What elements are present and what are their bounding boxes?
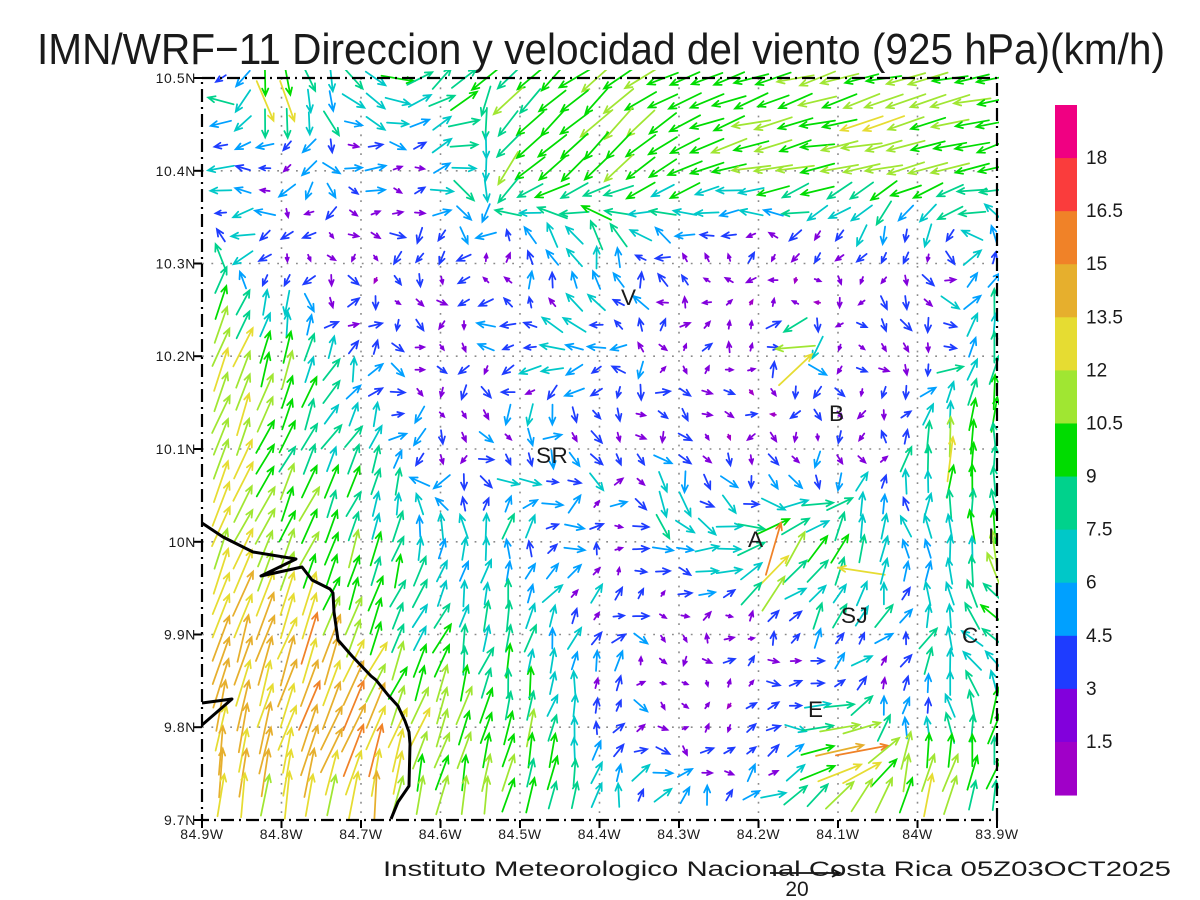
svg-text:10N: 10N <box>169 534 196 550</box>
svg-text:9.8N: 9.8N <box>164 719 196 735</box>
svg-text:18: 18 <box>1086 148 1107 169</box>
svg-text:SR: SR <box>536 443 568 468</box>
svg-text:16.5: 16.5 <box>1086 201 1123 222</box>
svg-text:84.5W: 84.5W <box>498 826 542 842</box>
svg-text:84.9W: 84.9W <box>180 826 224 842</box>
svg-text:9: 9 <box>1086 467 1097 488</box>
svg-text:V: V <box>621 285 637 310</box>
svg-text:84.2W: 84.2W <box>737 826 781 842</box>
svg-text:84.3W: 84.3W <box>657 826 701 842</box>
svg-text:I: I <box>988 524 995 549</box>
svg-text:84W: 84W <box>902 826 933 842</box>
svg-text:83.9W: 83.9W <box>975 826 1019 842</box>
svg-text:B: B <box>829 401 845 426</box>
svg-text:10.1N: 10.1N <box>156 441 196 457</box>
svg-text:13.5: 13.5 <box>1086 307 1123 328</box>
svg-text:10.5: 10.5 <box>1086 414 1123 435</box>
svg-text:3: 3 <box>1086 679 1097 700</box>
svg-text:10.4N: 10.4N <box>156 163 196 179</box>
svg-text:84.7W: 84.7W <box>339 826 383 842</box>
svg-text:4.5: 4.5 <box>1086 626 1112 647</box>
svg-text:1.5: 1.5 <box>1086 732 1112 753</box>
svg-text:A: A <box>748 527 764 552</box>
svg-text:84.1W: 84.1W <box>816 826 860 842</box>
svg-text:6: 6 <box>1086 573 1097 594</box>
svg-text:SJ: SJ <box>841 603 868 628</box>
svg-text:10.3N: 10.3N <box>156 256 196 272</box>
svg-text:10.5N: 10.5N <box>156 70 196 86</box>
svg-text:10.2N: 10.2N <box>156 348 196 364</box>
svg-text:12: 12 <box>1086 360 1107 381</box>
svg-text:IMN/WRF−11 Direccion y velocid: IMN/WRF−11 Direccion y velocidad del vie… <box>37 25 1165 74</box>
svg-text:Instituto Meteorologico Nacion: Instituto Meteorologico Nacional Costa R… <box>383 857 1171 881</box>
svg-text:9.7N: 9.7N <box>164 812 196 828</box>
svg-text:20: 20 <box>785 878 808 900</box>
svg-text:84.6W: 84.6W <box>419 826 463 842</box>
svg-text:7.5: 7.5 <box>1086 520 1112 541</box>
svg-text:15: 15 <box>1086 254 1107 275</box>
svg-text:9.9N: 9.9N <box>164 627 196 643</box>
svg-text:C: C <box>962 623 979 648</box>
svg-text:84.4W: 84.4W <box>578 826 622 842</box>
svg-text:84.8W: 84.8W <box>260 826 304 842</box>
svg-text:E: E <box>808 697 824 722</box>
